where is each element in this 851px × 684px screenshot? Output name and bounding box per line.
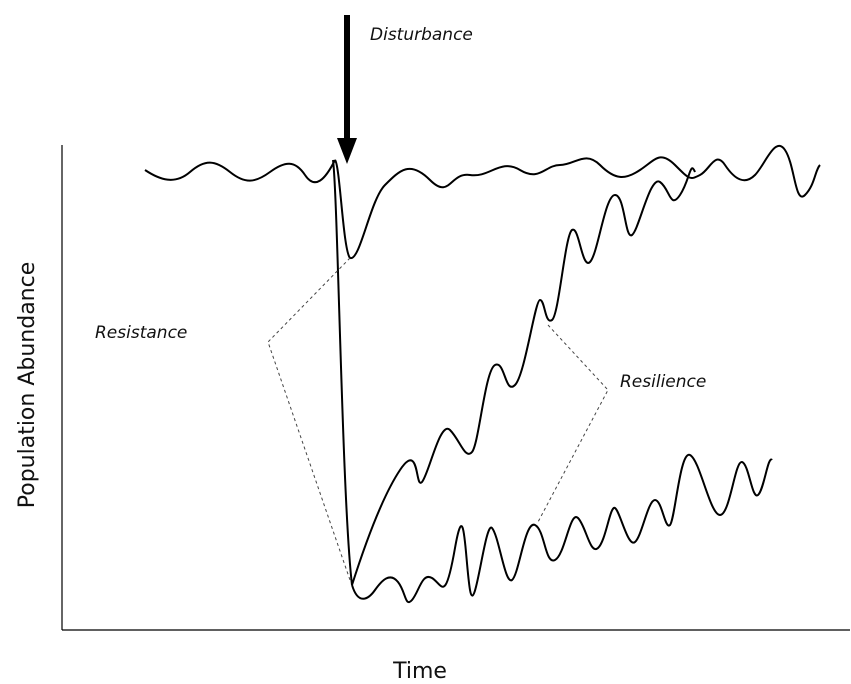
x-axis-label: Time xyxy=(392,659,447,684)
slow-recovery-curve xyxy=(351,453,773,603)
resistant-curve xyxy=(334,145,821,259)
drop-curve xyxy=(332,159,353,586)
baseline-curve xyxy=(144,159,336,184)
disturbance-arrow-head xyxy=(337,138,357,164)
resilience-bracket xyxy=(537,324,609,523)
resilient-curve xyxy=(351,167,696,586)
y-axis-label: Population Abundance xyxy=(15,262,40,509)
resistance-bracket xyxy=(267,257,351,581)
disturbance-label: Disturbance xyxy=(370,25,473,45)
resilience-label: Resilience xyxy=(620,372,706,392)
resistance-label: Resistance xyxy=(95,323,187,343)
